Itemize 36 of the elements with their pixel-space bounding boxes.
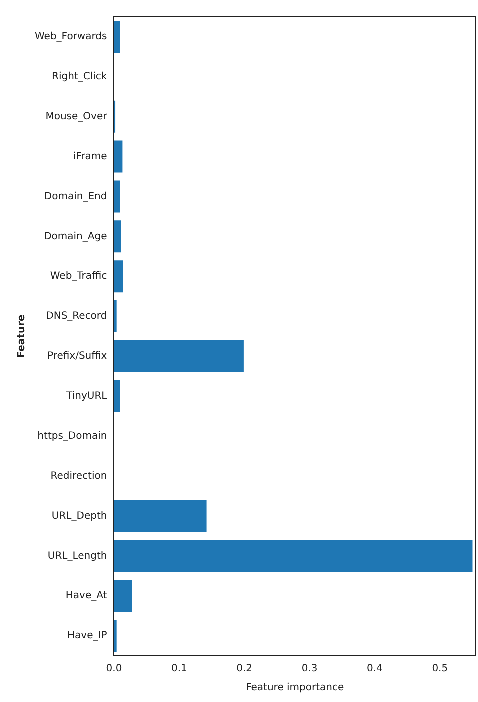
bar [114,260,124,293]
y-tick-label: Redirection [50,470,108,482]
bar [114,580,132,612]
bar [114,220,122,253]
bar [114,340,244,372]
bar [114,180,120,213]
bar [114,20,120,53]
y-tick-label: Domain_End [44,191,108,202]
x-tick-label: 0.3 [302,664,318,675]
bar [114,500,207,532]
bar [114,620,117,652]
bar [114,380,120,412]
y-axis-title: Feature [16,314,28,358]
y-tick-label: Web_Traffic [50,271,108,282]
y-tick-label: TinyURL [66,391,108,402]
y-tick-label: iFrame [73,151,108,162]
y-tick-label: Have_IP [68,630,108,642]
y-tick-label: URL_Depth [52,510,108,522]
y-tick-label: Prefix/Suffix [47,351,108,362]
y-tick-label: Web_Forwards [34,32,108,43]
y-tick-label: Have_At [66,590,108,602]
x-axis-title: Feature importance [246,682,344,694]
x-tick-label: 0.2 [236,664,253,675]
bar [114,140,123,173]
y-tick-label: DNS_Record [46,311,108,322]
y-tick-label: URL_Length [48,550,108,562]
x-tick-label: 0.5 [432,664,448,675]
y-tick-label: Mouse_Over [46,111,108,122]
y-tick-label: https_Domain [38,430,108,442]
x-tick-label: 0.0 [106,664,122,675]
bar [114,540,473,572]
x-tick-label: 0.4 [367,664,383,675]
y-tick-label: Domain_Age [44,231,108,242]
y-tick-label: Right_Click [52,72,108,82]
x-tick-label: 0.1 [171,664,188,675]
bar [114,300,117,333]
